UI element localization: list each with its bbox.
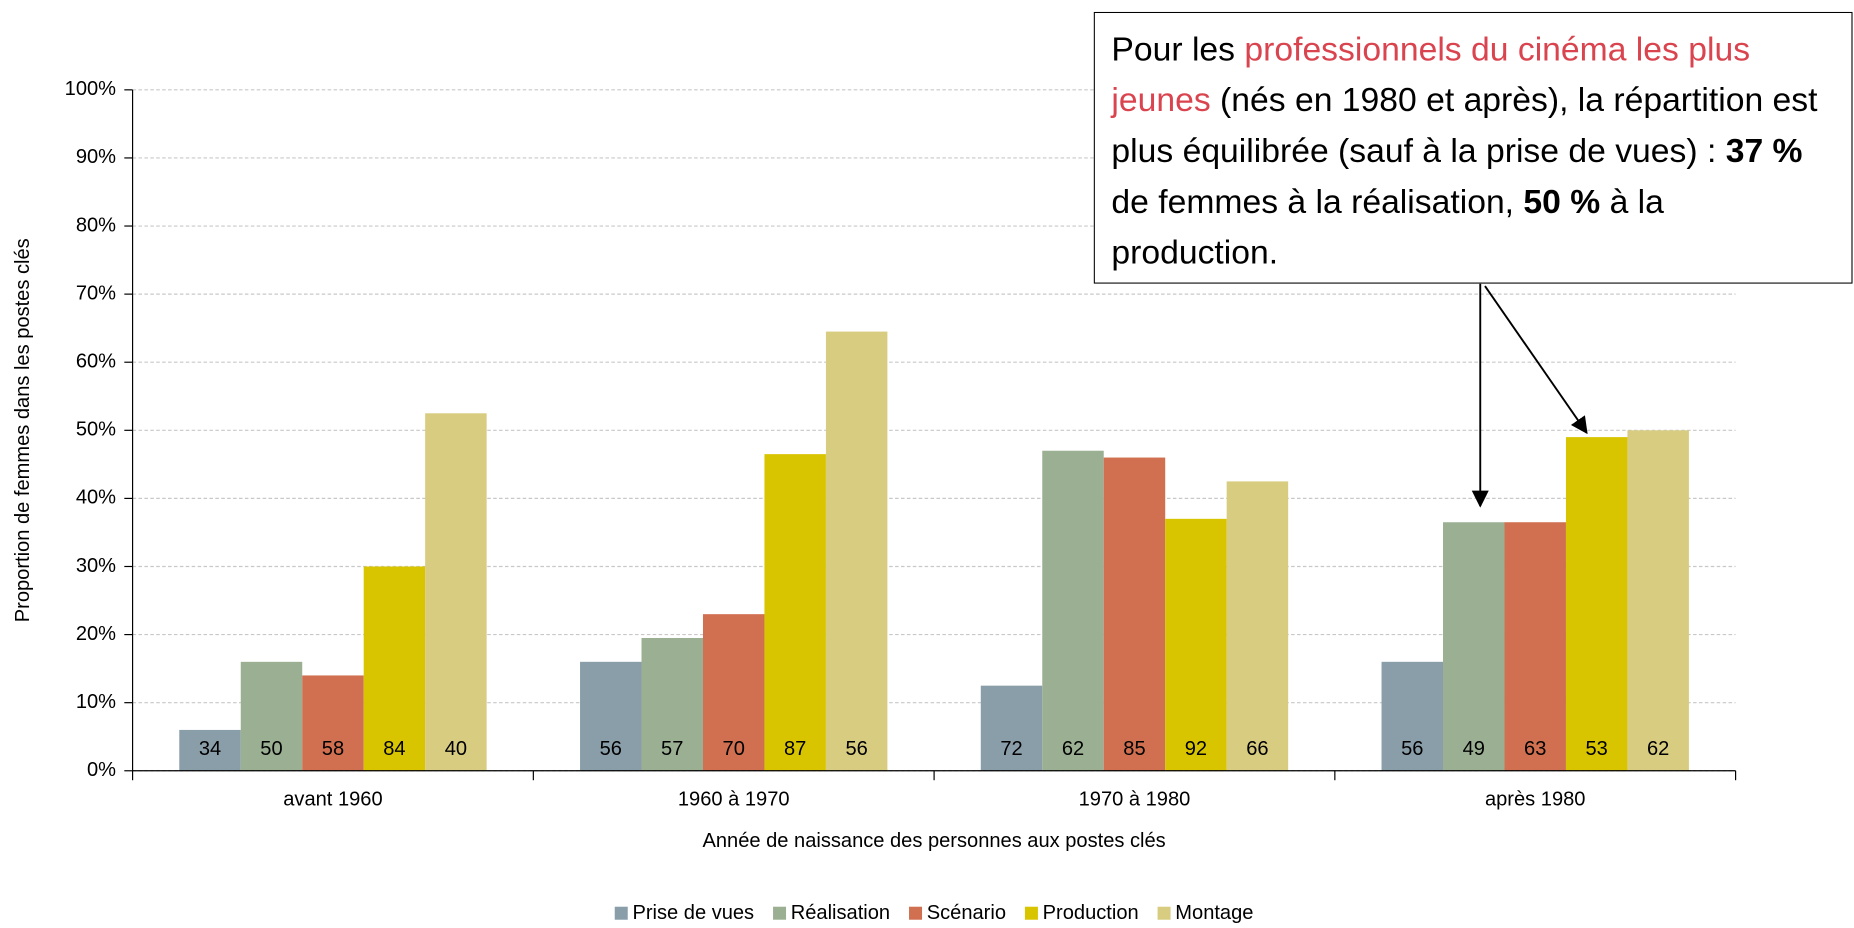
- bar: [641, 637, 703, 771]
- bar: [1627, 430, 1689, 771]
- bar-count-label: 84: [383, 738, 405, 760]
- bar: [1103, 457, 1166, 771]
- bar: [1504, 522, 1566, 771]
- legend-swatch: [1024, 906, 1038, 920]
- bar-count-label: 62: [1647, 738, 1669, 760]
- bar-count-label: 40: [445, 738, 467, 760]
- y-tick-label: 80%: [76, 214, 116, 236]
- legend-label: Prise de vues: [632, 902, 754, 924]
- y-axis-title: Proportion de femmes dans les postes clé…: [12, 238, 34, 622]
- legend-label: Réalisation: [791, 902, 890, 924]
- annotation-text: de femmes à la réalisation,: [1111, 183, 1524, 222]
- legend-swatch: [773, 906, 787, 920]
- y-tick-label: 0%: [87, 759, 116, 781]
- legend-label: Production: [1043, 902, 1139, 924]
- y-tick-label: 20%: [76, 623, 116, 645]
- bar: [825, 331, 888, 771]
- bar-count-label: 85: [1123, 738, 1145, 760]
- x-tick-label: après 1980: [1485, 789, 1585, 811]
- bar-count-label: 87: [784, 738, 806, 760]
- bar-count-label: 53: [1586, 738, 1608, 760]
- y-tick-label: 100%: [65, 78, 116, 100]
- bar: [702, 614, 765, 771]
- bar: [1042, 450, 1104, 771]
- legend-label: Montage: [1175, 902, 1253, 924]
- x-tick-label: 1960 à 1970: [678, 789, 790, 811]
- plot-area: 0% 10% 20% 30% 40% 50% 60% 70% 80% 90% 100% 34 56 72 5…: [65, 78, 1737, 811]
- bar-count-label: 66: [1246, 738, 1268, 760]
- y-tick-label: 30%: [76, 555, 116, 577]
- annotation-bold: 37 %: [1725, 132, 1803, 171]
- bar-count-label: 92: [1185, 738, 1207, 760]
- bar-count-label: 50: [260, 738, 282, 760]
- legend-swatch: [1157, 906, 1171, 920]
- annotation: Pour les professionnels du cinéma les pl…: [1093, 11, 1853, 284]
- legend-swatch: [909, 906, 923, 920]
- x-tick-label: 1970 à 1980: [1079, 789, 1191, 811]
- legend-label: Scénario: [927, 902, 1006, 924]
- bar: [1226, 481, 1289, 771]
- bar: [363, 566, 426, 771]
- bar: [580, 661, 642, 771]
- bar: [425, 413, 487, 771]
- arrow: [1484, 285, 1588, 435]
- bar-count-label: 34: [199, 738, 221, 760]
- y-tick-label: 50%: [76, 419, 116, 441]
- y-tick-label: 70%: [76, 282, 116, 304]
- bar-count-label: 57: [661, 738, 683, 760]
- bar-count-label: 56: [845, 738, 867, 760]
- bar: [240, 661, 303, 771]
- annotation-text: (nés en 1980 et après), la répartition e…: [1111, 81, 1818, 171]
- annotation-box: Pour les professionnels du cinéma les pl…: [1093, 11, 1853, 284]
- bar-count-label: 56: [1401, 738, 1423, 760]
- bar: [1165, 518, 1227, 771]
- x-axis-title: Année de naissance des personnes aux pos…: [702, 830, 1165, 852]
- annotation-bold: 50 %: [1523, 183, 1601, 222]
- bar: [1565, 437, 1628, 771]
- bar: [1381, 661, 1444, 771]
- x-tick-label: avant 1960: [283, 789, 382, 811]
- bar-count-label: 58: [322, 738, 344, 760]
- legend: Prise de vues Réalisation Scénario Producti…: [614, 902, 1253, 924]
- annotation-text: Pour les: [1111, 30, 1245, 69]
- bar-count-label: 62: [1062, 738, 1084, 760]
- bar: [980, 685, 1043, 771]
- bar-count-label: 63: [1524, 738, 1546, 760]
- bar-count-label: 72: [1000, 738, 1022, 760]
- bar-count-label: 49: [1463, 738, 1485, 760]
- annotation-text: à la production.: [1111, 183, 1664, 272]
- y-tick-label: 40%: [76, 487, 116, 509]
- y-tick-label: 90%: [76, 146, 116, 168]
- legend-swatch: [614, 906, 628, 920]
- bar-count-label: 70: [723, 738, 745, 760]
- annotation-highlight: professionnels du cinéma les plus jeunes: [1111, 30, 1751, 120]
- bar-count-label: 56: [600, 738, 622, 760]
- bar: [302, 675, 364, 771]
- y-tick-label: 60%: [76, 351, 116, 373]
- bar: [1443, 522, 1505, 771]
- bar: [764, 454, 826, 771]
- bar: [179, 729, 241, 771]
- y-tick-label: 10%: [76, 691, 116, 713]
